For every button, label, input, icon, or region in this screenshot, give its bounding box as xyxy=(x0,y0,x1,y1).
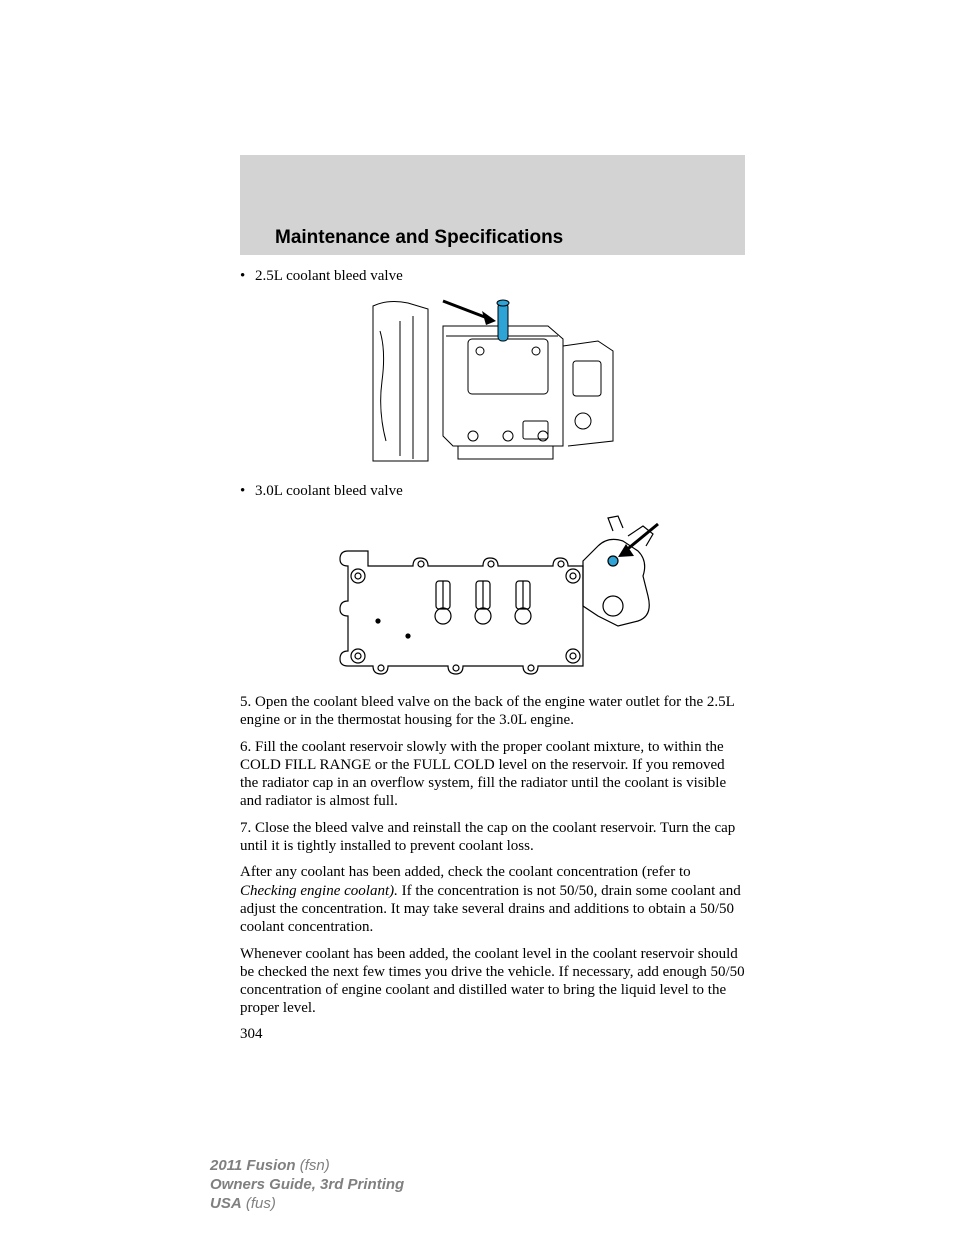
section-title: Maintenance and Specifications xyxy=(275,227,563,249)
bullet-2: 3.0L coolant bleed valve xyxy=(254,483,745,500)
paragraph-step-5: 5. Open the coolant bleed valve on the b… xyxy=(240,693,745,730)
paragraph-after-coolant: After any coolant has been added, check … xyxy=(240,863,745,936)
footer: 2011 Fusion (fsn) Owners Guide, 3rd Prin… xyxy=(210,1157,404,1213)
para4-italic: Checking engine coolant). xyxy=(240,883,398,899)
footer-region: USA xyxy=(210,1195,242,1212)
page-content: 2.5L coolant bleed valve xyxy=(240,268,745,1043)
footer-line-3: USA (fus) xyxy=(210,1195,404,1214)
paragraph-step-6: 6. Fill the coolant reservoir slowly wit… xyxy=(240,738,745,811)
footer-model: 2011 Fusion xyxy=(210,1157,296,1174)
bullet-1: 2.5L coolant bleed valve xyxy=(254,268,745,285)
diagram-3-0l-engine xyxy=(318,506,668,681)
para4-pre: After any coolant has been added, check … xyxy=(240,864,691,880)
paragraph-step-7: 7. Close the bleed valve and reinstall t… xyxy=(240,819,745,856)
paragraph-whenever-coolant: Whenever coolant has been added, the coo… xyxy=(240,945,745,1018)
page-number: 304 xyxy=(240,1026,745,1043)
footer-code-1: (fsn) xyxy=(296,1157,330,1174)
footer-code-2: (fus) xyxy=(242,1195,276,1212)
footer-line-1: 2011 Fusion (fsn) xyxy=(210,1157,404,1176)
footer-line-2: Owners Guide, 3rd Printing xyxy=(210,1176,404,1195)
diagram-2-5l-engine xyxy=(368,291,618,471)
